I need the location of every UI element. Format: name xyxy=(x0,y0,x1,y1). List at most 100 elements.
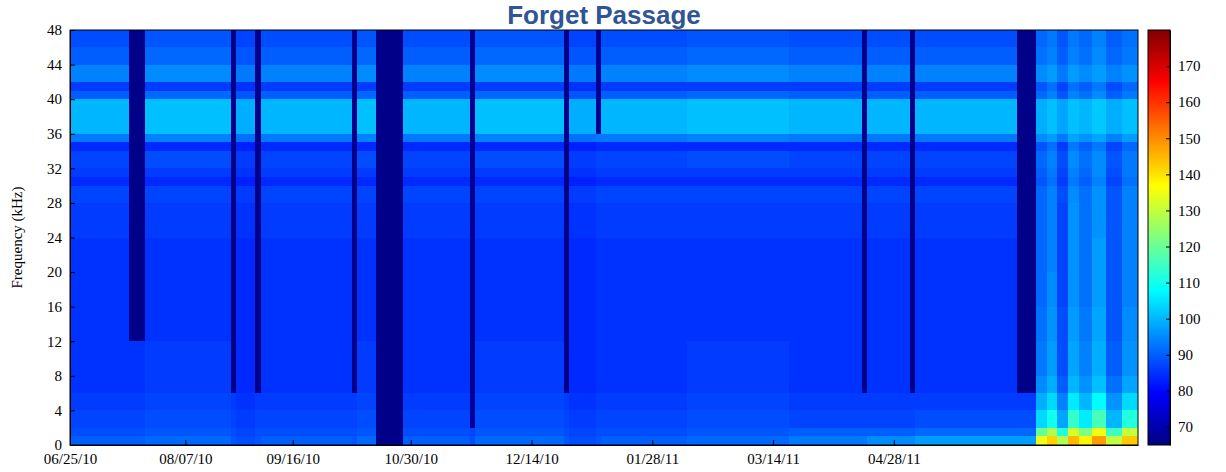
cell xyxy=(596,168,601,177)
y-tick-mark xyxy=(70,99,75,100)
cell xyxy=(1079,65,1092,82)
cell xyxy=(1017,376,1036,393)
cell xyxy=(129,65,145,82)
cell xyxy=(376,341,403,376)
cell xyxy=(475,393,564,410)
cell xyxy=(1047,393,1058,410)
cell xyxy=(1092,436,1105,445)
cell xyxy=(231,177,236,186)
colorbar-tick-label: 160 xyxy=(1178,94,1201,110)
cell xyxy=(687,307,789,342)
cell xyxy=(1036,177,1047,186)
cell xyxy=(261,91,352,100)
cell xyxy=(145,341,231,376)
cell xyxy=(255,47,260,64)
cell xyxy=(1017,30,1036,47)
cell xyxy=(70,177,129,186)
cell xyxy=(1068,393,1079,410)
cell xyxy=(129,91,145,100)
cell xyxy=(70,341,129,376)
cell xyxy=(1036,47,1047,64)
cell xyxy=(1122,341,1138,376)
x-tick-mark xyxy=(894,440,895,445)
cell xyxy=(403,238,470,273)
cell xyxy=(475,177,564,186)
cell xyxy=(1017,393,1036,410)
cell xyxy=(470,142,475,151)
y-tick: 8 xyxy=(55,368,76,384)
cell xyxy=(1047,99,1058,134)
cell xyxy=(569,177,596,186)
x-tick-mark xyxy=(185,440,186,445)
cell xyxy=(376,91,403,100)
cell xyxy=(231,65,236,82)
x-tick: 08/07/10 xyxy=(159,440,212,467)
cell xyxy=(376,30,403,47)
cell xyxy=(357,65,376,82)
colorbar-tick: 110 xyxy=(1166,275,1200,291)
cell xyxy=(1057,151,1068,168)
cell xyxy=(867,134,910,143)
cell xyxy=(475,238,564,273)
y-tick: 48 xyxy=(47,22,75,38)
cell xyxy=(470,186,475,203)
colorbar-tick-label: 90 xyxy=(1178,347,1193,363)
cell xyxy=(910,272,915,307)
colorbar-tick: 70 xyxy=(1166,419,1193,435)
cell xyxy=(596,428,601,437)
cell xyxy=(1092,82,1105,91)
cell xyxy=(915,410,1017,427)
cell xyxy=(1068,436,1079,445)
cell xyxy=(1047,186,1058,203)
cell xyxy=(255,186,260,203)
cell xyxy=(915,186,1017,203)
cell xyxy=(145,134,231,143)
cell xyxy=(1017,307,1036,342)
cell xyxy=(1036,142,1047,151)
cell xyxy=(910,134,915,143)
cell xyxy=(569,168,596,177)
cell xyxy=(475,134,564,143)
cell xyxy=(231,151,236,168)
cell xyxy=(357,410,376,427)
y-tick: 20 xyxy=(47,264,75,280)
cell xyxy=(231,186,236,203)
y-tick-mark xyxy=(70,376,75,377)
colorbar-tick: 140 xyxy=(1166,167,1201,183)
cell xyxy=(261,436,352,445)
cell xyxy=(70,30,129,47)
colorbar-axis-line xyxy=(1170,31,1171,446)
cell xyxy=(129,341,145,376)
cell xyxy=(1057,410,1068,427)
cell xyxy=(569,272,596,307)
cell xyxy=(357,186,376,203)
cell xyxy=(1122,65,1138,82)
cell xyxy=(376,168,403,177)
cell xyxy=(129,177,145,186)
cell xyxy=(564,393,569,410)
y-tick: 44 xyxy=(47,57,75,73)
cell xyxy=(145,47,231,64)
cell xyxy=(470,376,475,393)
colorbar-tick-label: 140 xyxy=(1178,167,1201,183)
cell xyxy=(1047,238,1058,273)
cell xyxy=(357,376,376,393)
cell xyxy=(1092,376,1105,393)
cell xyxy=(236,142,255,151)
colorbar-tick-label: 100 xyxy=(1178,311,1201,327)
y-tick-mark xyxy=(70,134,75,135)
y-axis-title: Frequency (kHz) xyxy=(9,186,26,288)
cell xyxy=(129,203,145,238)
cell xyxy=(352,436,357,445)
cell xyxy=(255,177,260,186)
cell xyxy=(789,151,861,168)
cell xyxy=(910,376,915,393)
cell xyxy=(596,186,601,203)
cell xyxy=(789,65,861,82)
cell xyxy=(236,376,255,393)
cell xyxy=(1122,203,1138,238)
cell xyxy=(601,177,687,186)
cell xyxy=(601,272,687,307)
cell xyxy=(1106,142,1122,151)
cell xyxy=(1068,47,1079,64)
